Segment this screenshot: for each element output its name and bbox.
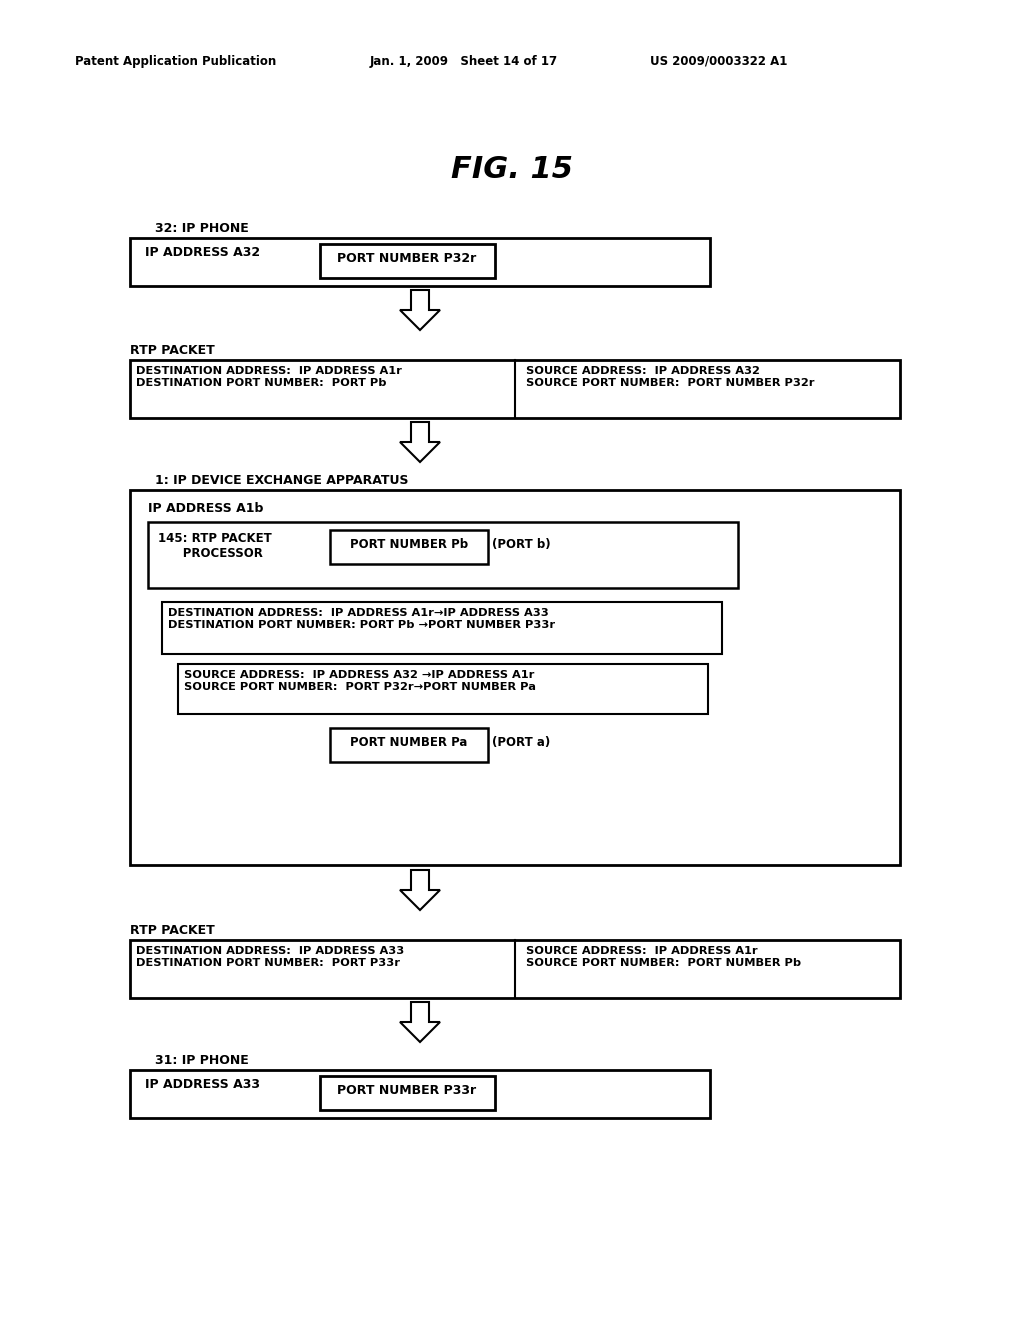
- Text: SOURCE ADDRESS:  IP ADDRESS A32 →IP ADDRESS A1r
SOURCE PORT NUMBER:  PORT P32r→P: SOURCE ADDRESS: IP ADDRESS A32 →IP ADDRE…: [184, 671, 536, 692]
- Bar: [319, 1076, 495, 1110]
- Text: US 2009/0003322 A1: US 2009/0003322 A1: [650, 55, 787, 69]
- Text: SOURCE ADDRESS:  IP ADDRESS A1r
SOURCE PORT NUMBER:  PORT NUMBER Pb: SOURCE ADDRESS: IP ADDRESS A1r SOURCE PO…: [526, 946, 801, 968]
- Bar: [148, 521, 738, 587]
- Bar: [330, 531, 488, 564]
- Text: 1: IP DEVICE EXCHANGE APPARATUS: 1: IP DEVICE EXCHANGE APPARATUS: [155, 474, 409, 487]
- Text: DESTINATION ADDRESS:  IP ADDRESS A33
DESTINATION PORT NUMBER:  PORT P33r: DESTINATION ADDRESS: IP ADDRESS A33 DEST…: [136, 946, 404, 968]
- Text: 145: RTP PACKET
      PROCESSOR: 145: RTP PACKET PROCESSOR: [158, 532, 271, 560]
- Text: (PORT b): (PORT b): [492, 539, 551, 550]
- Bar: [330, 729, 488, 762]
- Bar: [178, 664, 708, 714]
- Bar: [130, 490, 900, 865]
- Bar: [130, 238, 710, 286]
- Text: FIG. 15: FIG. 15: [451, 154, 573, 183]
- Text: PORT NUMBER Pb: PORT NUMBER Pb: [350, 539, 468, 550]
- Text: IP ADDRESS A32: IP ADDRESS A32: [145, 246, 260, 259]
- Text: DESTINATION ADDRESS:  IP ADDRESS A1r
DESTINATION PORT NUMBER:  PORT Pb: DESTINATION ADDRESS: IP ADDRESS A1r DEST…: [136, 366, 401, 388]
- Text: PORT NUMBER P32r: PORT NUMBER P32r: [337, 252, 476, 265]
- Text: 32: IP PHONE: 32: IP PHONE: [155, 222, 249, 235]
- Text: PORT NUMBER Pa: PORT NUMBER Pa: [350, 737, 468, 748]
- Polygon shape: [400, 870, 440, 909]
- Text: Jan. 1, 2009   Sheet 14 of 17: Jan. 1, 2009 Sheet 14 of 17: [370, 55, 558, 69]
- Text: PORT NUMBER P33r: PORT NUMBER P33r: [338, 1084, 476, 1097]
- Text: Patent Application Publication: Patent Application Publication: [75, 55, 276, 69]
- Text: IP ADDRESS A33: IP ADDRESS A33: [145, 1078, 260, 1092]
- Text: DESTINATION ADDRESS:  IP ADDRESS A1r→IP ADDRESS A33
DESTINATION PORT NUMBER: POR: DESTINATION ADDRESS: IP ADDRESS A1r→IP A…: [168, 609, 555, 630]
- Polygon shape: [400, 422, 440, 462]
- Text: RTP PACKET: RTP PACKET: [130, 924, 215, 937]
- Text: (PORT a): (PORT a): [492, 737, 550, 748]
- Bar: [130, 360, 900, 418]
- Bar: [130, 1071, 710, 1118]
- Bar: [162, 602, 722, 653]
- Bar: [130, 940, 900, 998]
- Text: 31: IP PHONE: 31: IP PHONE: [155, 1053, 249, 1067]
- Text: RTP PACKET: RTP PACKET: [130, 345, 215, 356]
- Text: IP ADDRESS A1b: IP ADDRESS A1b: [148, 502, 263, 515]
- Polygon shape: [400, 290, 440, 330]
- Polygon shape: [400, 1002, 440, 1041]
- Text: SOURCE ADDRESS:  IP ADDRESS A32
SOURCE PORT NUMBER:  PORT NUMBER P32r: SOURCE ADDRESS: IP ADDRESS A32 SOURCE PO…: [526, 366, 814, 388]
- Bar: [319, 244, 495, 279]
